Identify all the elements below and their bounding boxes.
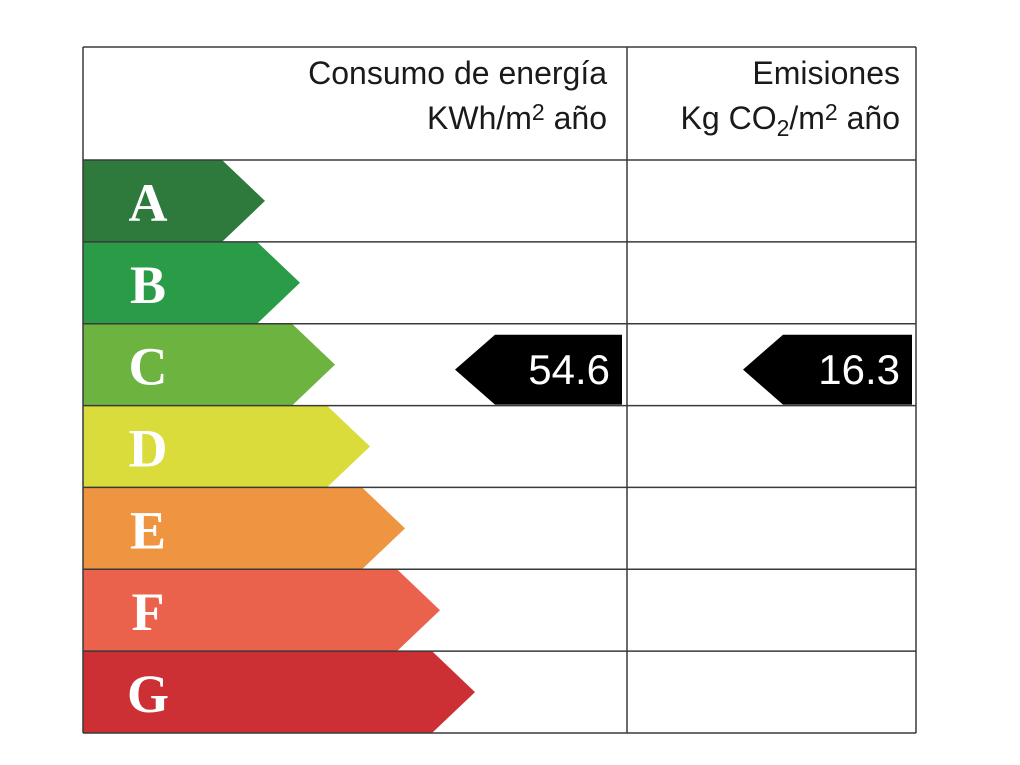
superscript: 2 <box>825 99 838 125</box>
subscript: 2 <box>777 115 790 141</box>
unit-part: año <box>545 100 607 136</box>
unit-part: año <box>838 100 900 136</box>
unit-part: KWh/m <box>427 100 532 136</box>
rating-letter: D <box>129 419 168 479</box>
rating-band <box>83 160 265 242</box>
rating-letter: C <box>129 337 168 397</box>
rating-band <box>83 651 475 733</box>
rating-band <box>83 569 440 652</box>
rating-letter: B <box>130 255 166 315</box>
rating-letter: E <box>130 500 166 560</box>
rating-band <box>83 323 335 406</box>
rating-band <box>83 405 370 488</box>
emissions-unit: Kg CO2/m2 año <box>681 99 900 141</box>
rating-band <box>83 241 300 324</box>
value-label: 16.3 <box>818 346 900 393</box>
energy-title: Consumo de energía <box>308 55 607 91</box>
rating-letter: F <box>132 582 165 642</box>
value-arrow <box>455 334 622 405</box>
unit-part: /m <box>789 100 825 136</box>
rating-letter: G <box>127 664 169 724</box>
value-label: 54.6 <box>528 346 610 393</box>
superscript: 2 <box>532 99 545 125</box>
unit-part: Kg CO <box>681 100 777 136</box>
rating-letter: A <box>129 173 168 233</box>
energy-unit: KWh/m2 año <box>427 99 607 136</box>
value-arrow <box>743 334 912 405</box>
rating-band <box>83 487 405 570</box>
emissions-title: Emisiones <box>752 55 900 91</box>
